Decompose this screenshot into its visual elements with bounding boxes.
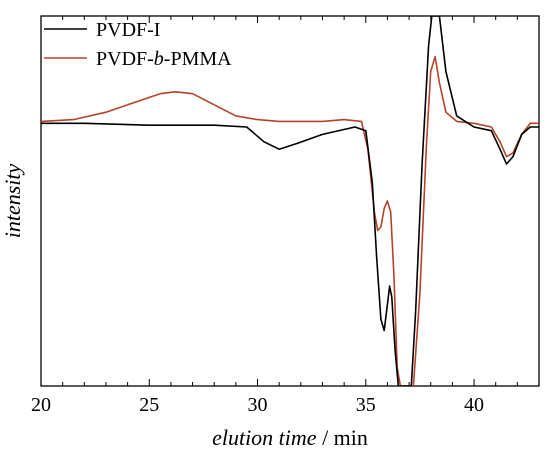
x-tick-label: 40 [464,394,484,416]
legend-label-1: PVDF-b-PMMA [96,48,232,70]
legend: PVDF-I PVDF-b-PMMA [44,19,232,70]
series-group [41,16,539,386]
x-tick-label: 30 [248,394,268,416]
x-axis-label: elution time / min [212,425,368,450]
plot-frame [40,15,540,387]
x-tick-label: 35 [356,394,376,416]
y-axis-label: intensity [0,163,25,238]
series-line-0 [41,16,539,386]
x-ticks: 20 25 30 35 40 [31,16,540,416]
x-tick-label: 20 [31,394,51,416]
legend-label-0: PVDF-I [96,19,160,41]
series-line-1 [41,55,539,386]
x-tick-label: 25 [139,394,159,416]
